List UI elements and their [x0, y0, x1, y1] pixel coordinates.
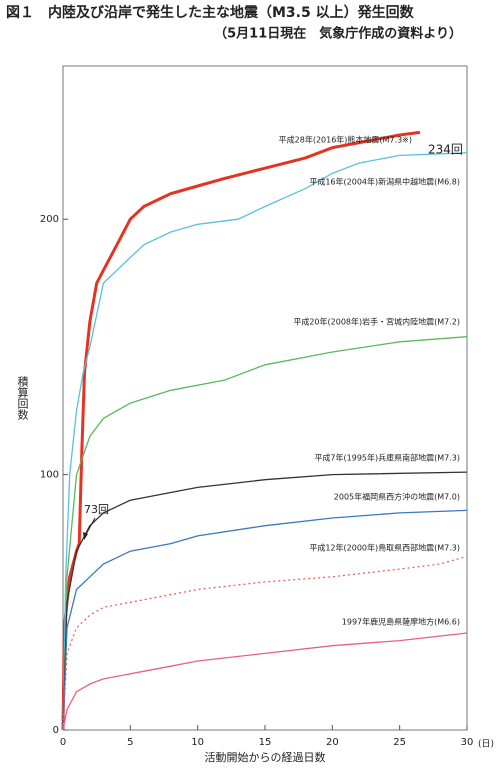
- series-line: [62, 336, 468, 731]
- series-line: [61, 130, 421, 731]
- y-tick-label: 200: [40, 214, 59, 225]
- series-line: [62, 555, 468, 731]
- x-axis-label: 活動開始からの経過日数: [205, 750, 326, 764]
- annotation: 234回: [428, 143, 463, 157]
- x-tick-label: 30: [461, 737, 474, 748]
- x-tick-label: 20: [326, 737, 339, 748]
- x-tick-label: 25: [393, 737, 406, 748]
- series-label: 平成12年(2000年)鳥取県西部地震(M7.3): [309, 543, 460, 553]
- series-line: [62, 632, 468, 731]
- series-label: 平成7年(1995年)兵庫県南部地震(M7.3): [314, 453, 460, 463]
- series-label: 平成28年(2016年)熊本地震(M7.3※): [279, 135, 412, 145]
- x-tick-label: 10: [191, 737, 204, 748]
- chart-title: 図１ 内陸及び沿岸で発生した主な地震（M3.5 以上）発生回数: [6, 4, 415, 21]
- series-line: [62, 471, 468, 731]
- series-label: 2005年福岡県西方沖の地震(M7.0): [334, 492, 460, 502]
- series-line: [62, 152, 468, 731]
- series-label: 1997年鹿児島県薩摩地方(M6.6): [342, 617, 460, 627]
- chart-subtitle: （5月11日現在 気象庁作成の資料より）: [214, 26, 462, 42]
- x-tick-label: 0: [60, 737, 66, 748]
- y-tick-label: 0: [53, 725, 59, 736]
- plot-frame: [62, 65, 468, 731]
- y-tick-label: 100: [40, 470, 59, 481]
- series-label: 平成16年(2004年)新潟県中越地震(M6.8): [309, 177, 460, 187]
- x-tick-label: 15: [259, 737, 272, 748]
- annotation-arrowhead: [83, 532, 88, 540]
- x-unit: (日): [478, 739, 494, 750]
- y-axis-label: 積算回数: [16, 375, 29, 421]
- series-label: 平成20年(2008年)岩手・宮城内陸地震(M7.2): [293, 317, 460, 327]
- series-line: [62, 509, 468, 731]
- annotation: 73回: [84, 503, 109, 516]
- x-tick-label: 5: [127, 737, 133, 748]
